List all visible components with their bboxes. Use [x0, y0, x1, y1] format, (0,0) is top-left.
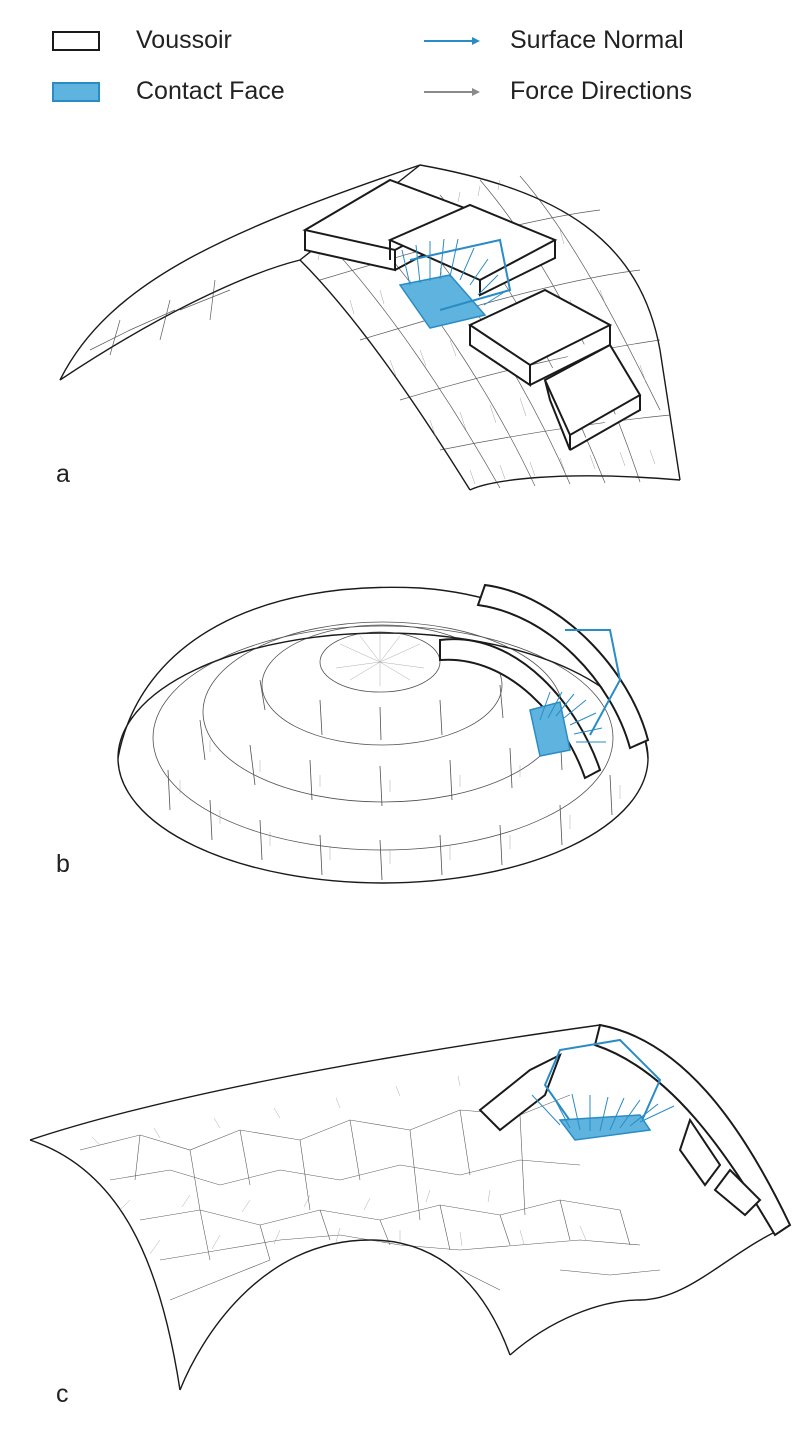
- panel-c: c: [0, 1000, 810, 1420]
- legend-force-directions: Force Directions: [422, 77, 692, 106]
- contact-face-swatch: [52, 81, 100, 102]
- legend-voussoir: Voussoir: [52, 26, 232, 55]
- legend-surface-normal-label: Surface Normal: [510, 26, 684, 54]
- voussoir-swatch: [52, 30, 100, 51]
- legend-voussoir-label: Voussoir: [136, 26, 232, 54]
- legend-contact-face: Contact Face: [52, 77, 285, 106]
- panel-c-label: c: [56, 1380, 69, 1408]
- panel-a: a: [0, 150, 810, 500]
- panel-b-label: b: [56, 850, 70, 878]
- legend-surface-normal: Surface Normal: [422, 26, 684, 55]
- panel-b: b: [0, 570, 810, 900]
- panel-a-label: a: [56, 460, 70, 488]
- contact-face-b: [529, 629, 622, 757]
- dome-diagram: [117, 583, 650, 884]
- freeform-shell-diagram: [29, 1023, 792, 1391]
- legend-contact-face-label: Contact Face: [136, 77, 285, 105]
- legend-force-directions-label: Force Directions: [510, 77, 692, 105]
- contact-face-a: [398, 238, 512, 329]
- blue-arrow-icon: [424, 36, 480, 45]
- grey-arrow-icon: [424, 87, 480, 96]
- barrel-vault-diagram: [59, 164, 681, 491]
- contact-face-c: [531, 1038, 675, 1141]
- legend: Voussoir Contact Face Surface Normal For…: [0, 22, 810, 112]
